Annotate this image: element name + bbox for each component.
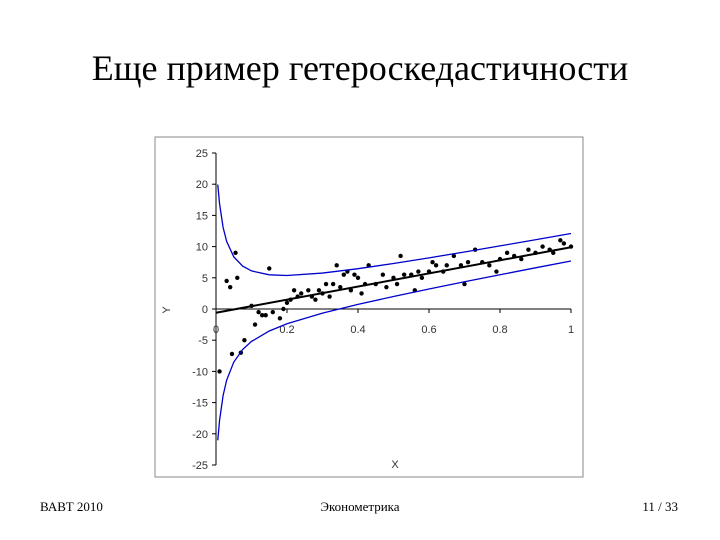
- point: [384, 284, 389, 290]
- x-axis-label: X: [391, 459, 399, 471]
- point: [270, 309, 275, 315]
- x-tick-label: 1: [568, 324, 574, 336]
- point: [444, 263, 449, 268]
- y-tick-label: 5: [202, 273, 208, 285]
- point: [229, 351, 235, 357]
- point: [281, 306, 286, 312]
- point: [380, 272, 386, 277]
- point: [334, 263, 339, 268]
- footer-left: ВАВТ 2010: [40, 499, 103, 514]
- y-tick-label: -10: [192, 366, 208, 378]
- footer-right: 11 / 33: [642, 499, 678, 514]
- point: [252, 322, 258, 327]
- point: [540, 244, 545, 249]
- point: [419, 275, 425, 280]
- point: [235, 275, 240, 280]
- line: [217, 260, 572, 441]
- line: [215, 246, 572, 314]
- point: [217, 369, 222, 374]
- point: [416, 269, 421, 274]
- x-tick-label: 0.6: [421, 324, 436, 336]
- point: [433, 263, 439, 268]
- point: [277, 316, 283, 321]
- point: [316, 288, 322, 293]
- footer-center: Эконометрика: [320, 499, 399, 514]
- point: [355, 275, 361, 280]
- point: [494, 269, 499, 274]
- y-tick-label: -20: [192, 429, 208, 441]
- point: [338, 284, 343, 290]
- y-tick-label: -25: [192, 460, 208, 472]
- y-tick-label: 10: [196, 242, 208, 254]
- y-tick-label: 15: [196, 210, 208, 222]
- point: [291, 288, 297, 293]
- y-axis-label: Y: [161, 306, 173, 314]
- point: [430, 260, 435, 265]
- y-tick-label: -5: [198, 335, 208, 347]
- point: [228, 284, 233, 290]
- point: [267, 266, 272, 271]
- point: [313, 297, 318, 302]
- y-tick-label: 20: [196, 179, 208, 191]
- point: [519, 256, 524, 262]
- point: [398, 253, 403, 259]
- point: [561, 241, 567, 246]
- point: [233, 250, 238, 256]
- x-tick-label: 0.4: [350, 324, 365, 336]
- point: [256, 309, 261, 315]
- point: [526, 247, 531, 252]
- point: [306, 288, 311, 293]
- point: [551, 250, 556, 256]
- point: [224, 278, 229, 284]
- plot-frame: [154, 136, 584, 478]
- point: [263, 313, 268, 318]
- x-tick-label: 0: [213, 324, 219, 336]
- y-tick-label: -15: [192, 398, 208, 410]
- point: [299, 291, 304, 296]
- x-tick-label: 0.2: [279, 324, 294, 336]
- point: [352, 272, 357, 277]
- point: [487, 263, 492, 268]
- x-tick-label: 0.8: [492, 324, 507, 336]
- chart-title: Еще пример гетероскедастичности: [92, 48, 628, 88]
- line: [217, 184, 572, 277]
- y-tick-label: 25: [196, 148, 208, 160]
- point: [341, 272, 346, 277]
- point: [242, 338, 247, 343]
- point: [504, 250, 510, 256]
- point: [259, 313, 265, 318]
- y-tick-label: 0: [202, 304, 208, 316]
- point: [558, 238, 563, 243]
- point: [330, 281, 336, 287]
- point: [462, 281, 467, 287]
- point: [451, 253, 457, 259]
- point: [284, 300, 290, 305]
- point: [401, 272, 407, 277]
- point: [465, 260, 471, 265]
- point: [348, 288, 354, 293]
- point: [359, 291, 364, 296]
- point: [394, 281, 400, 287]
- point: [327, 294, 332, 299]
- point: [323, 281, 329, 287]
